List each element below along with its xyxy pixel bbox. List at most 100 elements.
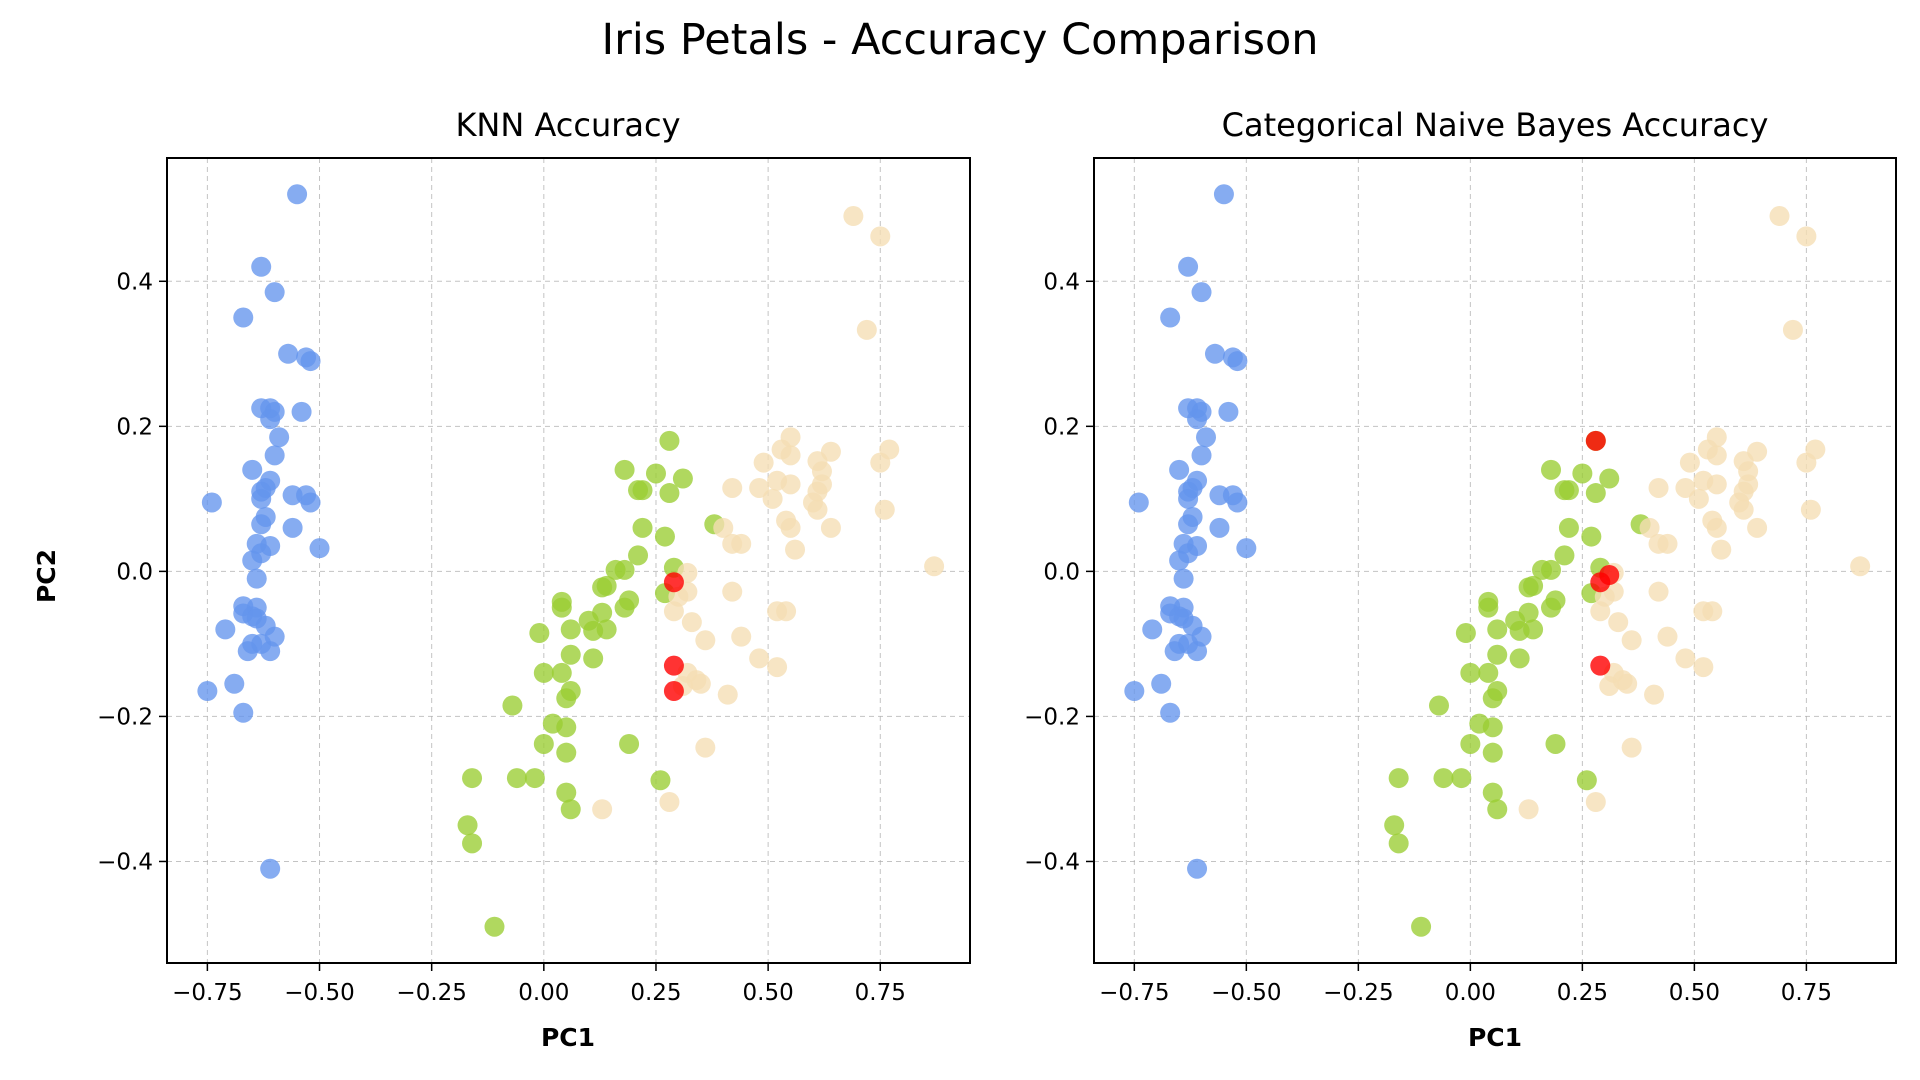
knn-point-setosa xyxy=(269,427,290,448)
knn-point-virginica xyxy=(695,737,716,758)
knn-point-versicolor xyxy=(506,768,527,789)
knn-point-versicolor xyxy=(654,526,675,547)
knn-point-versicolor xyxy=(484,916,505,937)
naive-bayes-point-versicolor xyxy=(1433,768,1454,789)
knn-point-virginica xyxy=(592,799,613,820)
naive-bayes-point-versicolor xyxy=(1541,559,1562,580)
knn-point-versicolor xyxy=(592,577,613,598)
naive-bayes-point-setosa xyxy=(1187,641,1208,662)
naive-bayes-point-setosa xyxy=(1187,409,1208,430)
figure-title: Iris Petals - Accuracy Comparison xyxy=(601,15,1318,65)
knn-point-virginica xyxy=(870,226,891,247)
knn-point-versicolor xyxy=(560,619,581,640)
knn-point-setosa xyxy=(260,641,281,662)
knn-point-versicolor xyxy=(502,695,523,716)
knn-point-setosa xyxy=(291,401,312,422)
knn-point-versicolor xyxy=(533,733,554,754)
naive-bayes-point-versicolor xyxy=(1428,695,1449,716)
knn-point-setosa xyxy=(233,307,254,328)
naive-bayes-point-versicolor xyxy=(1411,916,1432,937)
knn-point-virginica xyxy=(924,556,945,577)
knn-point-setosa xyxy=(309,538,330,559)
knn-points xyxy=(197,184,945,937)
knn-point-virginica xyxy=(762,488,783,509)
knn-point-setosa xyxy=(260,409,281,430)
knn-point-versicolor xyxy=(556,717,577,738)
naive-bayes-point-virginica xyxy=(1693,657,1714,678)
naive-bayes-point-virginica xyxy=(1688,488,1709,509)
knn-point-virginica xyxy=(843,206,864,227)
naive-bayes-point-versicolor xyxy=(1487,619,1508,640)
knn-point-versicolor xyxy=(556,782,577,803)
naive-bayes-point-virginica xyxy=(1796,452,1817,473)
naive-bayes-point-virginica xyxy=(1702,601,1723,622)
naive-bayes-point-setosa xyxy=(1142,619,1163,640)
naive-bayes-point-versicolor xyxy=(1482,742,1503,763)
knn-point-versicolor xyxy=(533,662,554,683)
naive-bayes-point-virginica xyxy=(1590,601,1611,622)
knn-point-setosa xyxy=(287,184,308,205)
naive-bayes-point-versicolor xyxy=(1518,577,1539,598)
knn-x-ticks: −0.75 −0.50 −0.25 0.00 0.25 0.50 0.75 xyxy=(172,963,906,1006)
knn-point-setosa xyxy=(246,568,267,589)
naive-bayes-point-versicolor xyxy=(1455,623,1476,644)
naive-bayes-point-versicolor xyxy=(1572,463,1593,484)
naive-bayes-point-virginica xyxy=(1639,517,1660,538)
knn-point-misclassified xyxy=(663,681,684,702)
naive-bayes-point-setosa xyxy=(1227,351,1248,372)
knn-point-misclassified xyxy=(663,572,684,593)
naive-bayes-point-setosa xyxy=(1178,514,1199,535)
knn-point-setosa xyxy=(224,673,245,694)
knn-point-setosa xyxy=(260,858,281,879)
knn-point-setosa xyxy=(242,459,263,480)
knn-point-versicolor xyxy=(462,768,483,789)
knn-point-virginica xyxy=(856,319,877,340)
naive-bayes-point-versicolor xyxy=(1599,468,1620,489)
knn-point-setosa xyxy=(251,514,272,535)
knn-point-virginica xyxy=(753,452,774,473)
naive-bayes-point-setosa xyxy=(1124,681,1145,702)
knn-point-versicolor xyxy=(529,623,550,644)
naive-bayes-point-virginica xyxy=(1850,556,1871,577)
naive-bayes-point-misclassified xyxy=(1590,572,1611,593)
naive-bayes-x-tick-label: 0.25 xyxy=(1557,980,1608,1006)
knn-x-tick-label: 0.00 xyxy=(518,980,569,1006)
naive-bayes-point-setosa xyxy=(1128,492,1149,513)
naive-bayes-y-tick-label: 0.4 xyxy=(1043,269,1080,295)
knn-point-virginica xyxy=(749,477,770,498)
naive-bayes-point-virginica xyxy=(1706,474,1727,495)
naive-bayes-point-virginica xyxy=(1800,499,1821,520)
naive-bayes-point-virginica xyxy=(1782,319,1803,340)
knn-x-tick-label: −0.75 xyxy=(172,980,242,1006)
knn-point-versicolor xyxy=(583,648,604,669)
naive-bayes-point-setosa xyxy=(1204,343,1225,364)
naive-bayes-point-versicolor xyxy=(1576,770,1597,791)
naive-bayes-x-axis-label: PC1 xyxy=(1468,1023,1522,1052)
knn-point-virginica xyxy=(713,517,734,538)
naive-bayes-point-virginica xyxy=(1617,673,1638,694)
knn-point-virginica xyxy=(785,539,806,560)
naive-bayes-point-setosa xyxy=(1187,858,1208,879)
knn-point-setosa xyxy=(251,488,272,509)
knn-point-setosa xyxy=(300,351,321,372)
knn-point-misclassified xyxy=(663,655,684,676)
naive-bayes-point-versicolor xyxy=(1585,483,1606,504)
naive-bayes-point-versicolor xyxy=(1478,662,1499,683)
knn-point-virginica xyxy=(681,612,702,633)
knn-point-versicolor xyxy=(614,559,635,580)
knn-point-virginica xyxy=(731,626,752,647)
knn-grid xyxy=(167,158,970,963)
knn-point-versicolor xyxy=(650,770,671,791)
naive-bayes-point-virginica xyxy=(1706,517,1727,538)
knn-point-virginica xyxy=(731,533,752,554)
naive-bayes-point-versicolor xyxy=(1554,545,1575,566)
knn-point-virginica xyxy=(820,517,841,538)
knn-point-versicolor xyxy=(632,480,653,501)
naive-bayes-point-versicolor xyxy=(1388,833,1409,854)
naive-bayes-point-setosa xyxy=(1178,488,1199,509)
naive-bayes-point-virginica xyxy=(1796,226,1817,247)
naive-bayes-y-tick-label: −0.4 xyxy=(1024,849,1080,875)
naive-bayes-point-setosa xyxy=(1151,673,1172,694)
naive-bayes-point-setosa xyxy=(1209,517,1230,538)
naive-bayes-point-virginica xyxy=(1747,517,1768,538)
